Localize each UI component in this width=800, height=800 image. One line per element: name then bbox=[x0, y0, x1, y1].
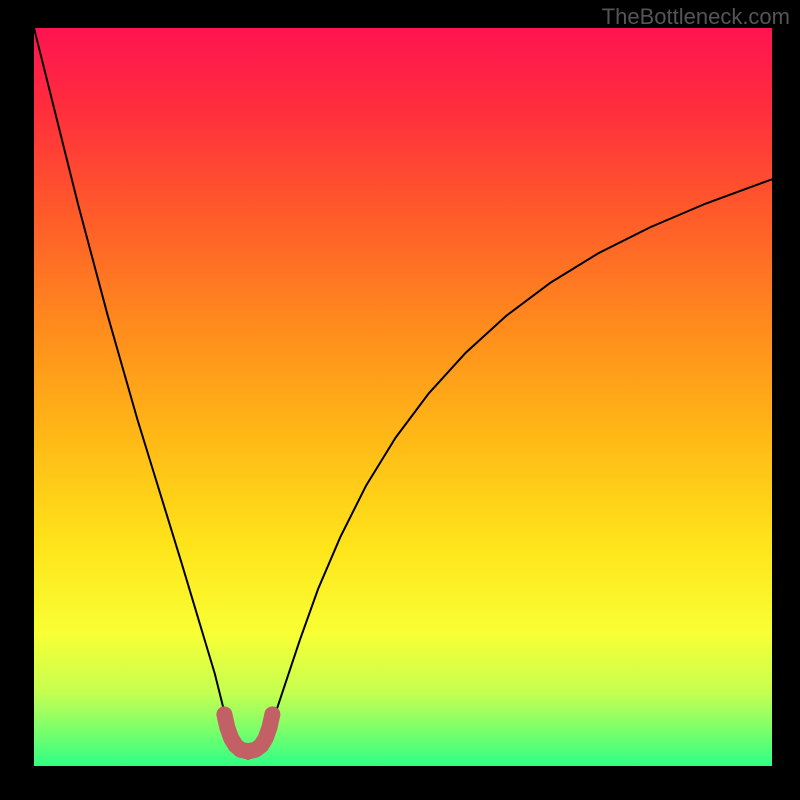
gradient-background bbox=[34, 28, 772, 766]
chart-svg bbox=[34, 28, 772, 766]
plot-frame bbox=[34, 28, 772, 766]
watermark-text: TheBottleneck.com bbox=[602, 4, 790, 30]
chart-container: TheBottleneck.com bbox=[0, 0, 800, 800]
